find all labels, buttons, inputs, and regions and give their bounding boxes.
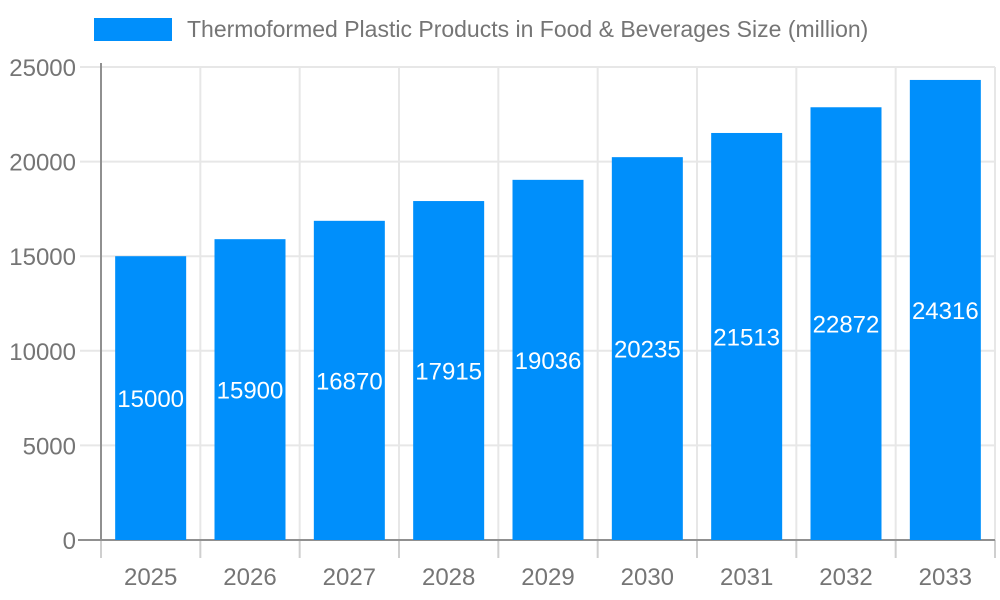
legend-swatch[interactable]	[94, 17, 172, 41]
bar-value-label-2033: 24316	[912, 298, 979, 325]
x-axis-label-2026: 2026	[223, 564, 276, 591]
bar-value-label-2026: 15900	[217, 378, 284, 405]
bar-2027[interactable]	[313, 220, 385, 541]
x-axis-label-2029: 2029	[521, 564, 574, 591]
bar-value-label-2027: 16870	[316, 368, 383, 395]
x-axis-label-2025: 2025	[124, 564, 177, 591]
bar-value-label-2029: 19036	[515, 348, 582, 375]
y-axis-label-20000: 20000	[9, 150, 76, 177]
bar-2029[interactable]	[512, 179, 584, 541]
legend-item[interactable]: Thermoformed Plastic Products in Food & …	[94, 15, 869, 42]
y-axis-label-25000: 25000	[9, 55, 76, 82]
y-axis-label-15000: 15000	[9, 244, 76, 271]
bar-2026[interactable]	[214, 239, 286, 540]
x-axis-label-2033: 2033	[919, 564, 972, 591]
y-axis-label-5000: 5000	[23, 433, 76, 460]
bar-2031[interactable]	[711, 132, 783, 540]
bar-value-label-2031: 21513	[713, 324, 780, 351]
x-axis-label-2028: 2028	[422, 564, 475, 591]
x-axis-label-2030: 2030	[621, 564, 674, 591]
x-axis-label-2031: 2031	[720, 564, 773, 591]
x-axis-label-2027: 2027	[323, 564, 376, 591]
bar-2032[interactable]	[810, 107, 882, 541]
bar-2028[interactable]	[413, 201, 485, 540]
legend-label: Thermoformed Plastic Products in Food & …	[187, 15, 869, 42]
bar-2030[interactable]	[611, 157, 683, 540]
y-axis-label-10000: 10000	[9, 339, 76, 366]
bar-value-label-2025: 15000	[117, 386, 184, 413]
bar-value-label-2030: 20235	[614, 337, 681, 364]
y-axis-label-0: 0	[63, 528, 76, 555]
x-axis-label-2032: 2032	[819, 564, 872, 591]
bar-2025[interactable]	[115, 256, 187, 540]
bar-value-label-2032: 22872	[813, 312, 880, 339]
bar-2033[interactable]	[909, 79, 981, 540]
bar-value-label-2028: 17915	[415, 359, 482, 386]
